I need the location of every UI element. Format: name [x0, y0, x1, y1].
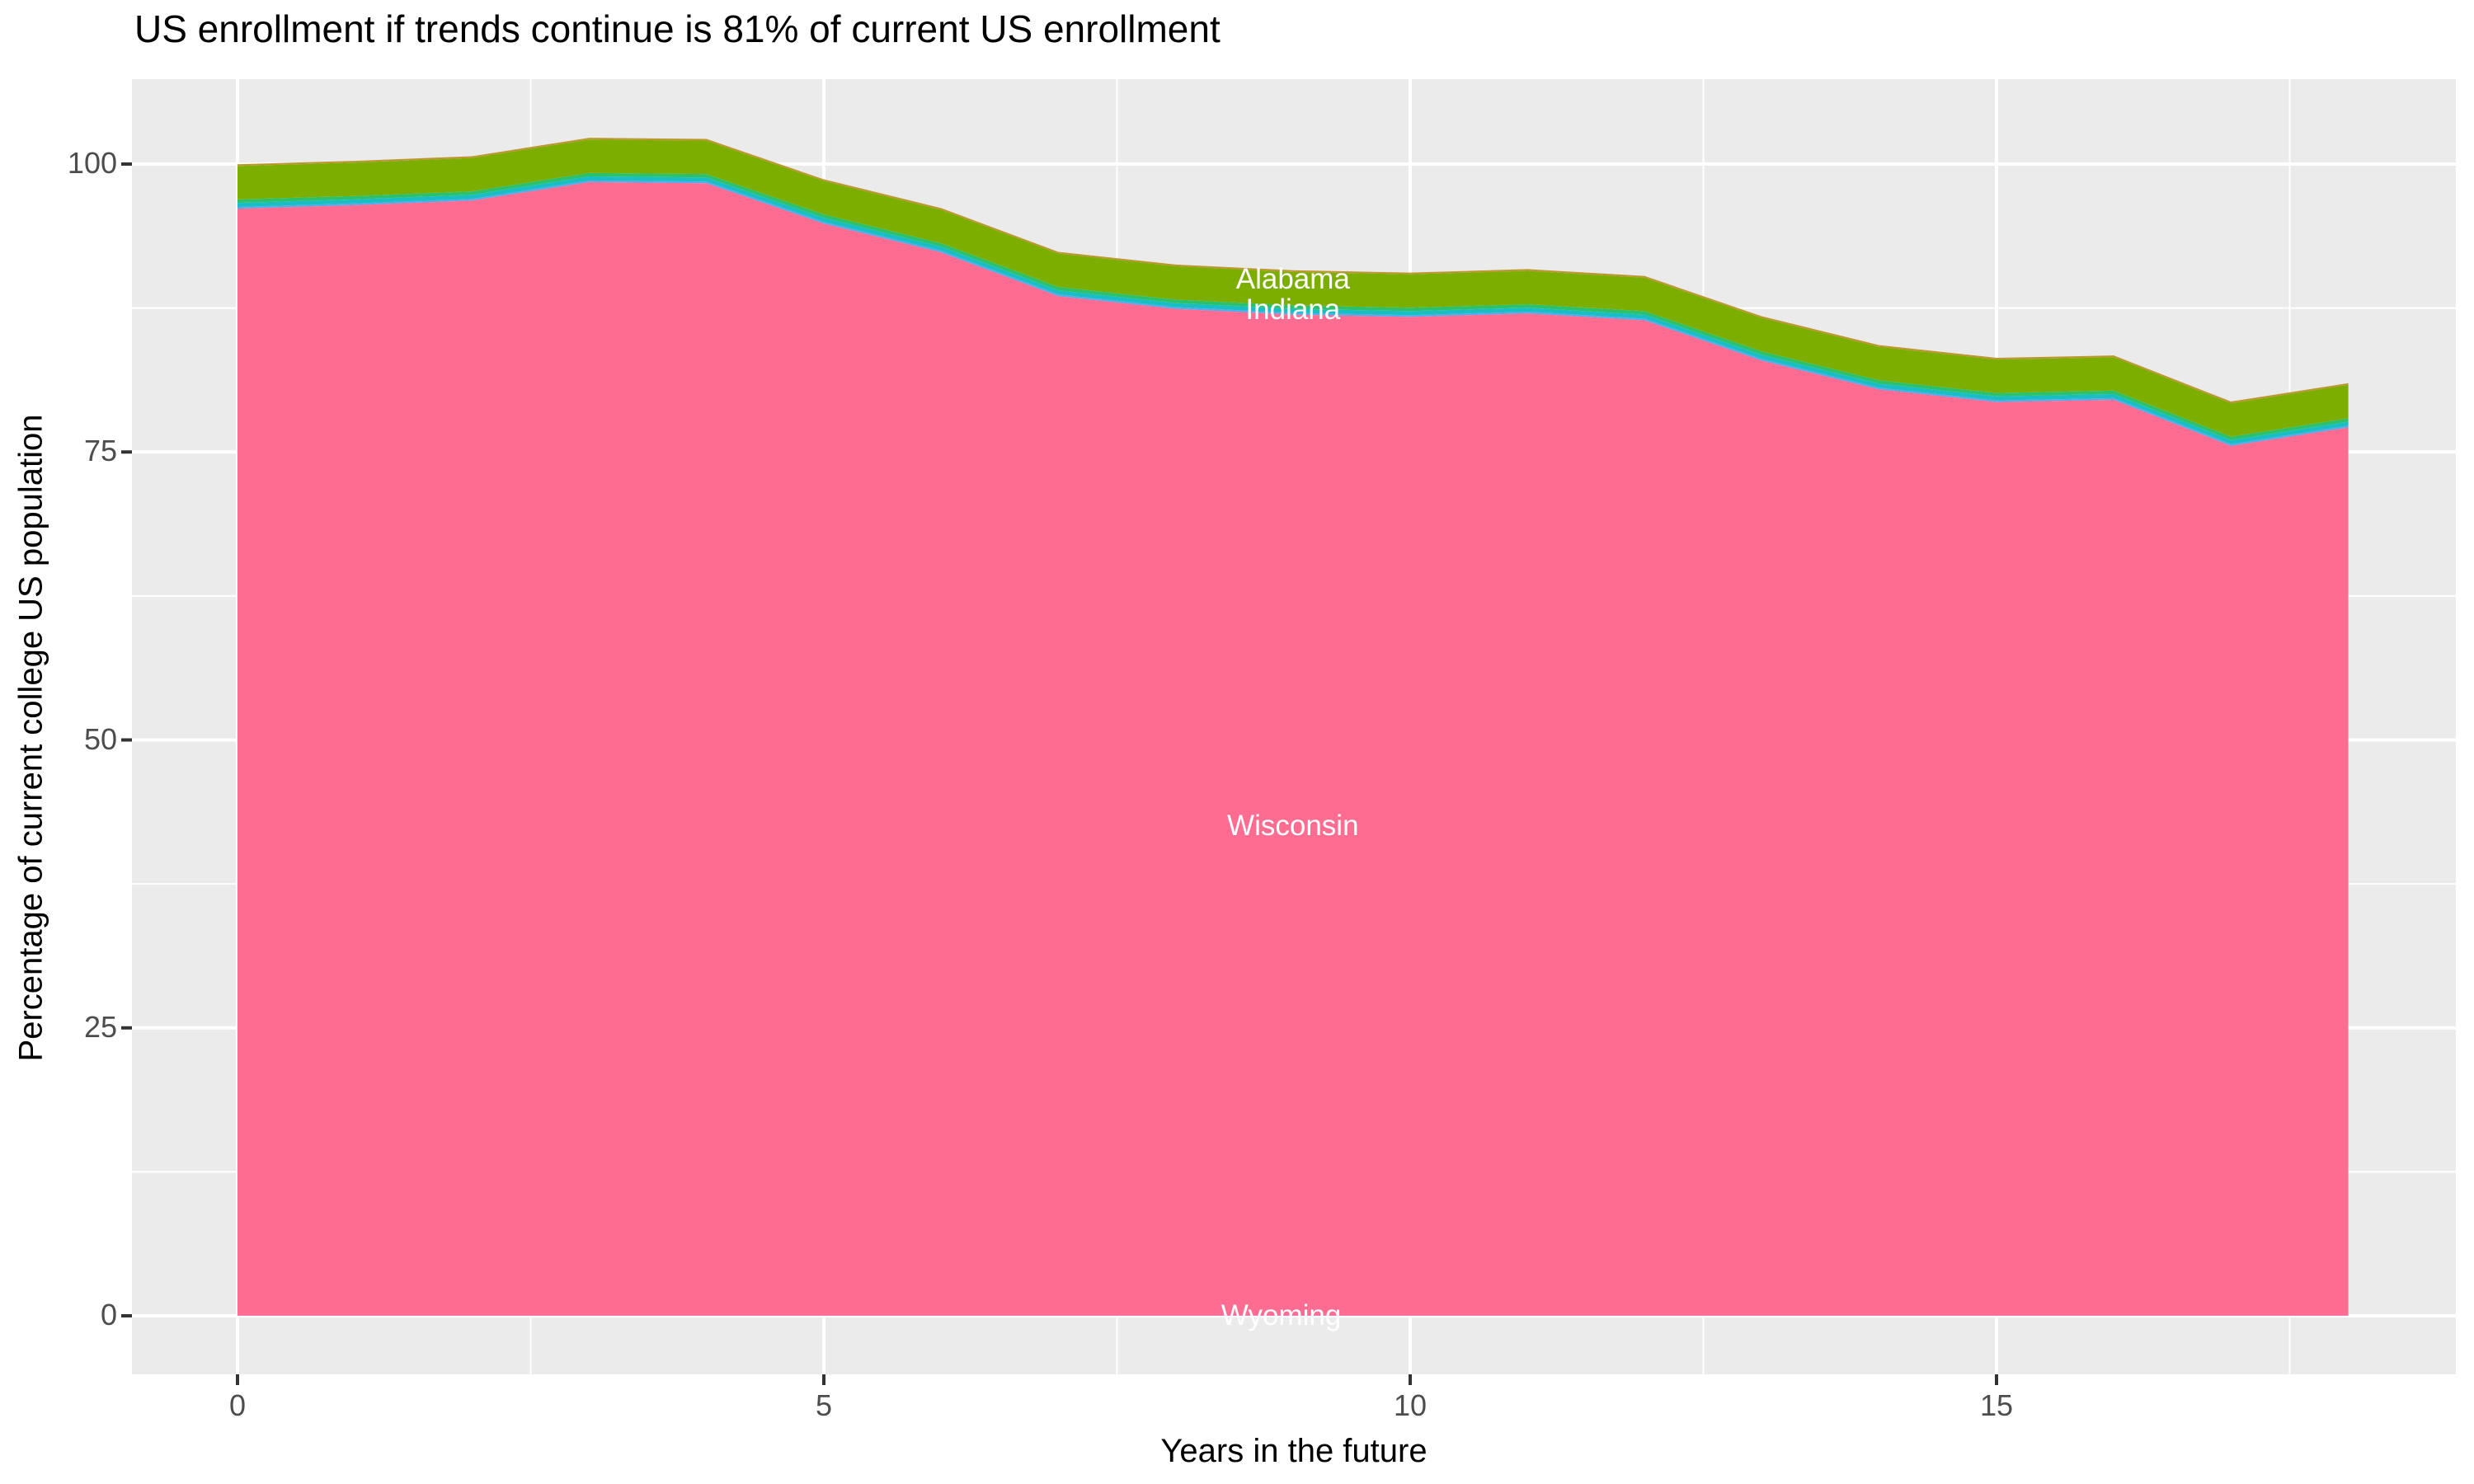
y-tick-label-75: 75: [83, 434, 117, 468]
area-label-wyoming: Wyoming: [1221, 1299, 1342, 1331]
y-tick-label-50: 50: [83, 721, 117, 756]
area-alabama: [238, 139, 2349, 437]
y-tick-label-100: 100: [67, 146, 117, 181]
area-label-alabama: Alabama: [1235, 262, 1350, 295]
y-tick-label-25: 25: [83, 1009, 117, 1044]
chart-title: US enrollment if trends continue is 81% …: [134, 7, 1221, 50]
x-tick-label-0: 0: [228, 1388, 247, 1422]
area-wisconsin: [238, 181, 2349, 1316]
x-tick-label-5: 5: [815, 1388, 833, 1422]
area-label-indiana: Indiana: [1245, 294, 1341, 326]
area-unlabeled-sliver-blue: [238, 180, 2349, 446]
x-axis-title: Years in the future: [1160, 1433, 1427, 1469]
x-tick-label-15: 15: [1979, 1388, 2014, 1422]
area-unlabeled-sliver-green: [238, 172, 2349, 440]
y-tick-label-0: 0: [100, 1298, 117, 1332]
area-label-wisconsin: Wisconsin: [1227, 810, 1359, 843]
area-unlabeled-sliver-tan: [238, 138, 2349, 404]
area-indiana: [238, 176, 2349, 444]
x-tick-label-10: 10: [1393, 1388, 1427, 1422]
